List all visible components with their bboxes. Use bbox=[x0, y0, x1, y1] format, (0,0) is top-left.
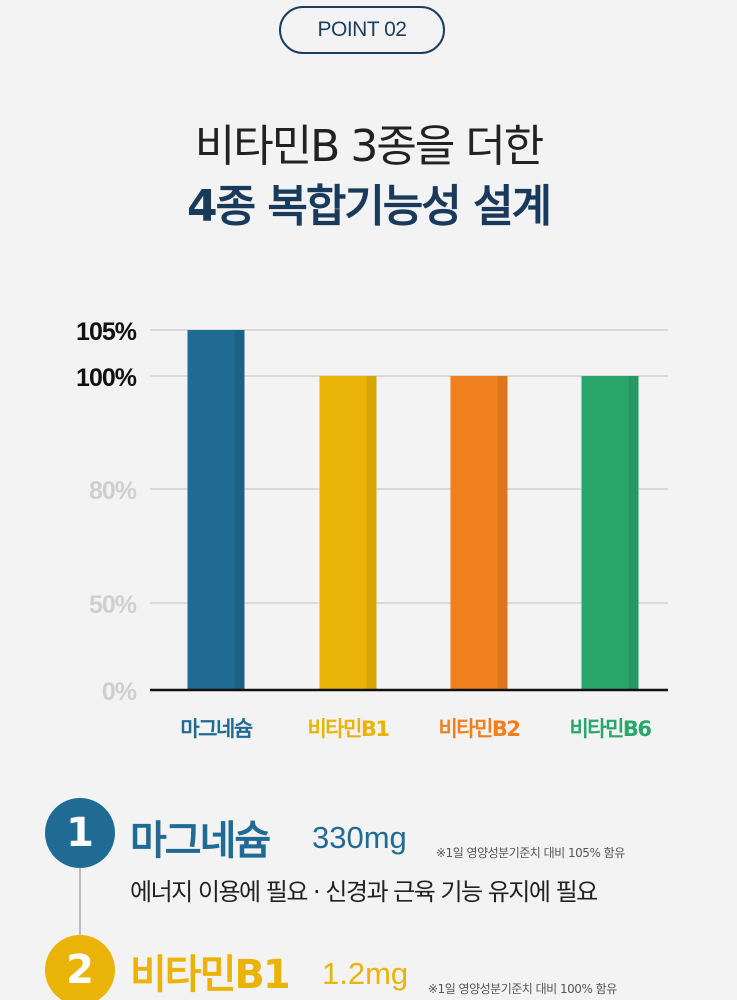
number-badge-2: 2 bbox=[45, 935, 115, 1000]
bar-4 bbox=[581, 376, 639, 690]
number-badge-1: 1 bbox=[45, 798, 115, 868]
item-amount-1: 330mg bbox=[312, 820, 407, 855]
item-amount-2: 1.2mg bbox=[322, 956, 409, 991]
bar-shade-2 bbox=[366, 376, 377, 690]
bar-shade-4 bbox=[628, 376, 639, 690]
y-tick-label: 0% bbox=[102, 678, 137, 706]
item-desc-1: 에너지 이용에 필요 · 신경과 근육 기능 유지에 필요 bbox=[130, 878, 598, 906]
item-title-2: 비타민B1 bbox=[130, 952, 291, 998]
y-tick-label: 100% bbox=[76, 364, 137, 392]
y-tick-label: 50% bbox=[89, 591, 137, 619]
item-note-2: ※1일 영양성분기준치 대비 100% 함유 bbox=[428, 982, 617, 996]
bar-2 bbox=[319, 376, 377, 690]
title-line1: 비타민B 3종을 더한 bbox=[194, 121, 545, 172]
description-section: 1 마그네슘 330mg ※1일 영양성분기준치 대비 105% 함유 에너지 … bbox=[0, 780, 737, 1000]
x-tick-label: 비타민B6 bbox=[569, 717, 651, 741]
bar-chart: 0% 50% 80% 100% 105% 마그네슘 비타민B1 비타민B2 비타민B6 bbox=[76, 318, 668, 741]
x-tick-label: 비타민B1 bbox=[307, 717, 389, 741]
item-note-1: ※1일 영양성분기준치 대비 105% 함유 bbox=[436, 846, 625, 860]
x-tick-label: 비타민B2 bbox=[438, 717, 519, 741]
connector-line bbox=[79, 836, 81, 956]
y-tick-label: 105% bbox=[76, 318, 137, 346]
point-badge: POINT 02 bbox=[279, 6, 445, 54]
y-tick-label: 80% bbox=[89, 477, 137, 505]
bar-3 bbox=[450, 376, 508, 690]
bar-1 bbox=[187, 330, 245, 690]
bar-shade-3 bbox=[497, 376, 508, 690]
bar-shade-1 bbox=[234, 330, 245, 690]
title-line2: 4종 복합기능성 설계 bbox=[186, 181, 552, 232]
item-title-1: 마그네슘 bbox=[130, 818, 271, 864]
x-tick-label: 마그네슘 bbox=[180, 717, 252, 741]
